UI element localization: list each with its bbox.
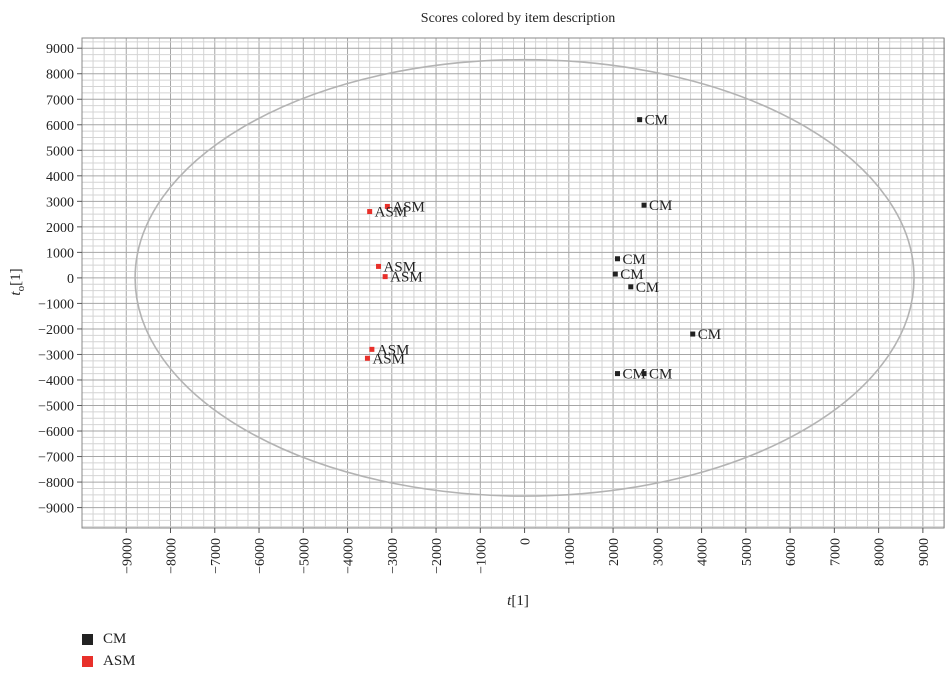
cm-point [637,117,643,123]
x-tick-label: −5000 [297,538,312,574]
grid-lines [81,38,945,528]
cm-point-label: CM [645,113,668,129]
y-tick-label: 3000 [46,195,74,210]
x-tick-label: −8000 [165,538,180,574]
y-tick-label: −4000 [38,374,74,389]
legend-label: CM [103,630,127,647]
y-tick-label: −8000 [38,476,74,491]
plot-frame [81,37,945,529]
x-tick-label: 1000 [563,538,578,566]
x-tick-label: 4000 [696,538,711,566]
cm-point [628,284,634,290]
y-tick-label: 5000 [46,144,74,159]
cm-point-label: CM [623,367,646,383]
x-tick-label: 7000 [828,538,843,566]
asm-point [382,274,388,280]
cm-point [615,256,621,262]
cm-point-label: CM [649,198,672,214]
y-tick-label: −6000 [38,425,74,440]
x-tick-label: 2000 [607,538,622,566]
cm-point-label: CM [636,280,659,296]
y-tick-label: 4000 [46,170,74,185]
x-tick-label: −2000 [430,538,445,574]
cm-point [615,371,621,377]
y-tick-label: 9000 [46,42,74,57]
asm-point-label: ASM [375,205,408,221]
cm-point [641,202,647,208]
x-tick-label: −3000 [386,538,401,574]
legend-swatch [82,655,93,667]
y-tick-label: −7000 [38,451,74,466]
y-tick-label: 8000 [46,68,74,83]
cm-point-label: CM [623,252,646,268]
cm-point-label: CM [698,327,721,343]
asm-point-label: ASM [372,351,405,367]
y-tick-label: −3000 [38,348,74,363]
legend-item-asm: ASM [82,650,136,672]
asm-point [384,203,390,209]
x-axis-ticks: −9000 −8000 −7000 −6000 −5000 −4000 −3000 −2000… [120,528,932,574]
y-tick-label: 2000 [46,221,74,236]
legend: CM ASM [82,628,136,672]
y-tick-label: 0 [67,272,74,287]
x-tick-label: 6000 [784,538,799,566]
y-tick-label: −9000 [38,502,74,517]
asm-point-label: ASM [390,270,423,286]
cm-point [612,271,618,277]
x-tick-label: −1000 [474,538,489,574]
legend-swatch [82,633,93,645]
asm-point-label: ASM [377,342,410,358]
cm-point [641,371,647,377]
x-tick-label: −4000 [342,538,357,574]
y-tick-label: −2000 [38,323,74,338]
y-axis-label: to[1] [8,268,27,295]
cm-point-label: CM [620,267,643,283]
legend-item-cm: CM [82,628,136,650]
asm-point-label: ASM [384,259,417,275]
x-tick-label: −9000 [120,538,135,574]
chart-title: Scores colored by item description [421,11,615,26]
asm-point [364,355,370,361]
y-tick-label: 7000 [46,93,74,108]
y-tick-label: 1000 [46,246,74,261]
asm-point-label: ASM [392,199,425,215]
y-tick-label: −5000 [38,400,74,415]
y-tick-label: 6000 [46,119,74,134]
x-tick-label: 3000 [651,538,666,566]
y-axis-ticks: 9000 8000 7000 6000 5000 4000 3000 2000 1000 0 −10… [38,42,82,517]
x-tick-label: −7000 [209,538,224,574]
cm-point [690,331,696,337]
asm-point [376,263,382,269]
asm-point [367,209,373,215]
confidence-ellipse [134,58,915,497]
x-tick-label: 8000 [873,538,888,566]
x-axis-label: t[1] [507,593,529,609]
x-tick-label: 0 [519,538,534,545]
x-tick-label: 9000 [917,538,932,566]
legend-label: ASM [103,652,136,669]
x-tick-label: −6000 [253,538,268,574]
asm-point [369,346,375,352]
x-tick-label: 5000 [740,538,755,566]
cm-point-label: CM [649,367,672,383]
y-tick-label: −1000 [38,297,74,312]
